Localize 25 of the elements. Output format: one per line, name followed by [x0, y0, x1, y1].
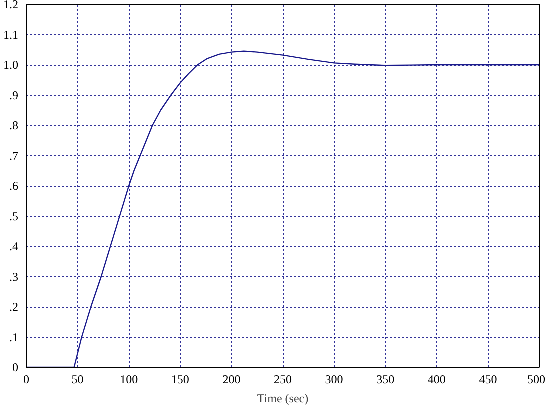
y-tick-label: 1.1: [4, 28, 18, 42]
x-tick-label: 350: [376, 372, 395, 386]
y-tick-label: 0: [12, 360, 18, 374]
y-tick-label: .4: [10, 240, 18, 254]
y-tick-label: 1.2: [4, 0, 18, 12]
y-tick-label: .8: [10, 118, 18, 132]
y-tick-label: .6: [10, 179, 18, 193]
x-tick-label: 100: [120, 372, 138, 386]
x-tick-label: 450: [479, 372, 498, 386]
x-tick-label: 300: [325, 372, 344, 386]
x-axis-title: Time (sec): [257, 392, 309, 406]
y-tick-label: .7: [10, 148, 18, 163]
y-tick-label: .2: [10, 300, 18, 314]
y-tick-label: 1.0: [4, 58, 18, 72]
x-tick-label: 150: [171, 372, 190, 386]
y-tick-label: .1: [10, 330, 18, 344]
x-tick-label: 0: [24, 372, 30, 386]
y-tick-label: .9: [10, 88, 18, 102]
x-tick-label: 250: [274, 372, 292, 386]
y-tick-label: .3: [10, 270, 18, 284]
x-tick-label: 50: [72, 372, 84, 386]
x-tick-label: 400: [428, 372, 446, 386]
x-tick-label: 200: [222, 372, 241, 386]
x-tick-label: 500: [528, 372, 545, 386]
y-tick-label: .5: [10, 209, 18, 224]
